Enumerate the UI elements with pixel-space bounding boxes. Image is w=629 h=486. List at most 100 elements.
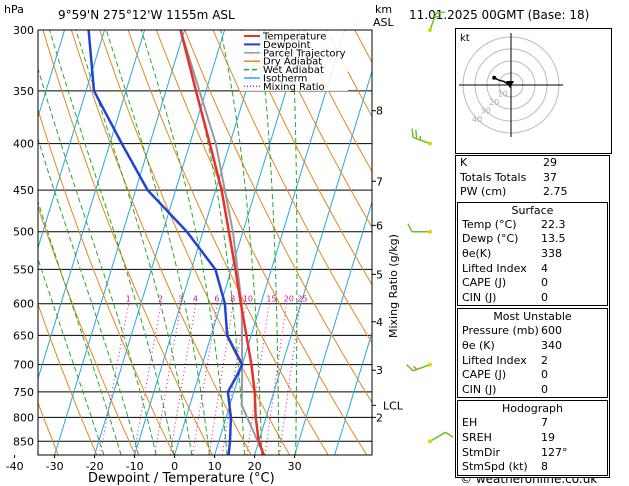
isotherm-line <box>38 30 66 119</box>
hpa-label: hPa <box>4 3 24 16</box>
dry-adiabat-line <box>38 401 59 455</box>
stat-row: CAPE (J) 0 <box>458 276 607 291</box>
km-tick-label: 8 <box>376 105 383 118</box>
surface-section: Surface Temp (°C) 22.3 Dewp (°C) 13.5 θe(K) 3… <box>457 201 608 307</box>
km-label: km <box>375 3 392 16</box>
stat-row: Totals Totals 37 <box>456 171 609 186</box>
isotherm-line <box>38 30 146 381</box>
parcel-trajectory-line <box>179 30 265 455</box>
isotherm-line <box>174 30 306 455</box>
wet-adiabat-line <box>38 66 157 455</box>
temp-tick-label: 20 <box>248 460 262 473</box>
isotherm-line <box>38 30 106 250</box>
mixing-ratio-line <box>264 303 288 455</box>
temp-tick-label: 10 <box>208 460 222 473</box>
dry-adiabat-line <box>38 108 175 455</box>
pressure-tick-label: 350 <box>13 85 34 98</box>
km-tick-label: 3 <box>376 364 383 377</box>
pressure-tick-label: 500 <box>13 226 34 239</box>
km-tick-label: 7 <box>376 175 383 188</box>
isotherm-line <box>134 30 266 455</box>
temp-tick-label: 0 <box>171 460 178 473</box>
datetime-title: 11.01.2025 00GMT (Base: 18) <box>409 8 589 22</box>
wet-adiabat-line <box>220 30 263 455</box>
dry-adiabat-line <box>38 302 98 455</box>
hodograph-unit-label: kt <box>460 33 470 44</box>
wind-barb <box>428 11 446 32</box>
pressure-tick-label: 550 <box>13 263 34 276</box>
stat-value: 340 <box>541 338 562 352</box>
pressure-tick-label: 700 <box>13 359 34 372</box>
dry-adiabat-line <box>269 30 372 229</box>
most-unstable-section: Most Unstable Pressure (mb) 600 θe (K) 340 L… <box>457 308 608 399</box>
stat-value: 600 <box>541 324 562 338</box>
temperature-line <box>179 30 265 455</box>
wet-adiabat-line <box>258 30 280 455</box>
hodograph-point <box>492 75 497 80</box>
x-axis-label: Dewpoint / Temperature (°C) <box>88 471 275 486</box>
stat-value: 2.75 <box>543 185 568 199</box>
stat-row: CAPE (J) 0 <box>458 368 607 383</box>
stat-row: SREH 19 <box>458 431 607 446</box>
mixing-ratio-tick-label: 15 <box>266 295 276 304</box>
mixing-ratio-tick-label: 4 <box>193 295 198 304</box>
stat-value: 0 <box>541 368 548 382</box>
mixing-ratio-tick-label: 3 <box>178 295 183 304</box>
plot-area: 1 2 3 4 6 8 10 15 20 25 <box>38 30 372 455</box>
stat-label: EH <box>462 416 478 430</box>
stat-value: 127° <box>541 445 568 459</box>
mixing-ratio-tick-label: 2 <box>158 295 163 304</box>
isotherm-line <box>334 331 372 455</box>
stat-value: 7 <box>541 416 548 430</box>
wind-barb <box>428 431 454 444</box>
location-title: 9°59'N 275°12'W 1155m ASL <box>58 8 235 22</box>
mixing-ratio-line <box>133 303 162 455</box>
stat-label: StmDir <box>462 445 501 459</box>
stat-value: 29 <box>543 156 557 169</box>
mixing-ratio-axis-label: Mixing Ratio (g/kg) <box>387 234 400 338</box>
stat-value: 8 <box>541 460 548 474</box>
dry-adiabat-line <box>212 30 372 344</box>
stat-value: 0 <box>541 290 548 304</box>
dry-adiabat-line <box>297 30 372 173</box>
temp-tick-label: -40 <box>6 460 24 473</box>
pressure-tick-label: 300 <box>13 24 34 37</box>
indices-table: K 29 Totals Totals 37 PW (cm) 2.75 Surface Te… <box>455 155 610 478</box>
stat-label: Dewp (°C) <box>462 232 519 246</box>
isotherm-line <box>294 200 372 455</box>
stat-row: Lifted Index 2 <box>458 354 607 369</box>
stat-label: Lifted Index <box>462 261 527 275</box>
pressure-tick-label: 800 <box>13 411 34 424</box>
mixing-ratio-tick-label: 20 <box>284 295 294 304</box>
stat-label: CAPE (J) <box>462 276 507 290</box>
hodograph-panel: kt 10 20 30 40 <box>455 28 612 154</box>
hodograph-stats-section: Hodograph EH 7 SREH 19 StmDir 127° StmSpd (kt)… <box>457 400 608 476</box>
km-tick-label: 4 <box>376 316 383 329</box>
dry-adiabat-line <box>38 205 136 455</box>
pressure-tick-label: 600 <box>13 298 34 311</box>
stat-row: θe (K) 340 <box>458 339 607 354</box>
wet-adiabat-line <box>105 30 210 455</box>
wind-barb <box>406 362 432 372</box>
hodograph-stats-title: Hodograph <box>502 402 563 416</box>
asl-label: ASL <box>373 16 395 29</box>
stat-label: Totals Totals <box>460 170 527 184</box>
mixing-ratio-tick-label: 10 <box>243 295 253 304</box>
wet-adiabat-line <box>75 30 193 455</box>
stat-value: 338 <box>541 246 562 260</box>
stat-value: 22.3 <box>541 217 566 231</box>
legend-label: Dry Adiabat <box>263 57 322 68</box>
stat-label: Pressure (mb) <box>462 324 539 338</box>
temp-tick-label: -30 <box>46 460 64 473</box>
plot-frame <box>37 29 373 456</box>
legend-label: Mixing Ratio <box>263 82 325 93</box>
km-tick-label: LCL <box>383 399 404 412</box>
stat-label: θe (K) <box>462 338 495 352</box>
stat-value: 37 <box>543 170 557 184</box>
dewpoint-line <box>87 30 244 455</box>
stat-label: CIN (J) <box>462 290 497 304</box>
wet-adiabat-line <box>38 257 105 455</box>
stat-row: θe(K) 338 <box>458 247 607 262</box>
legend-label: Dewpoint <box>263 40 311 51</box>
